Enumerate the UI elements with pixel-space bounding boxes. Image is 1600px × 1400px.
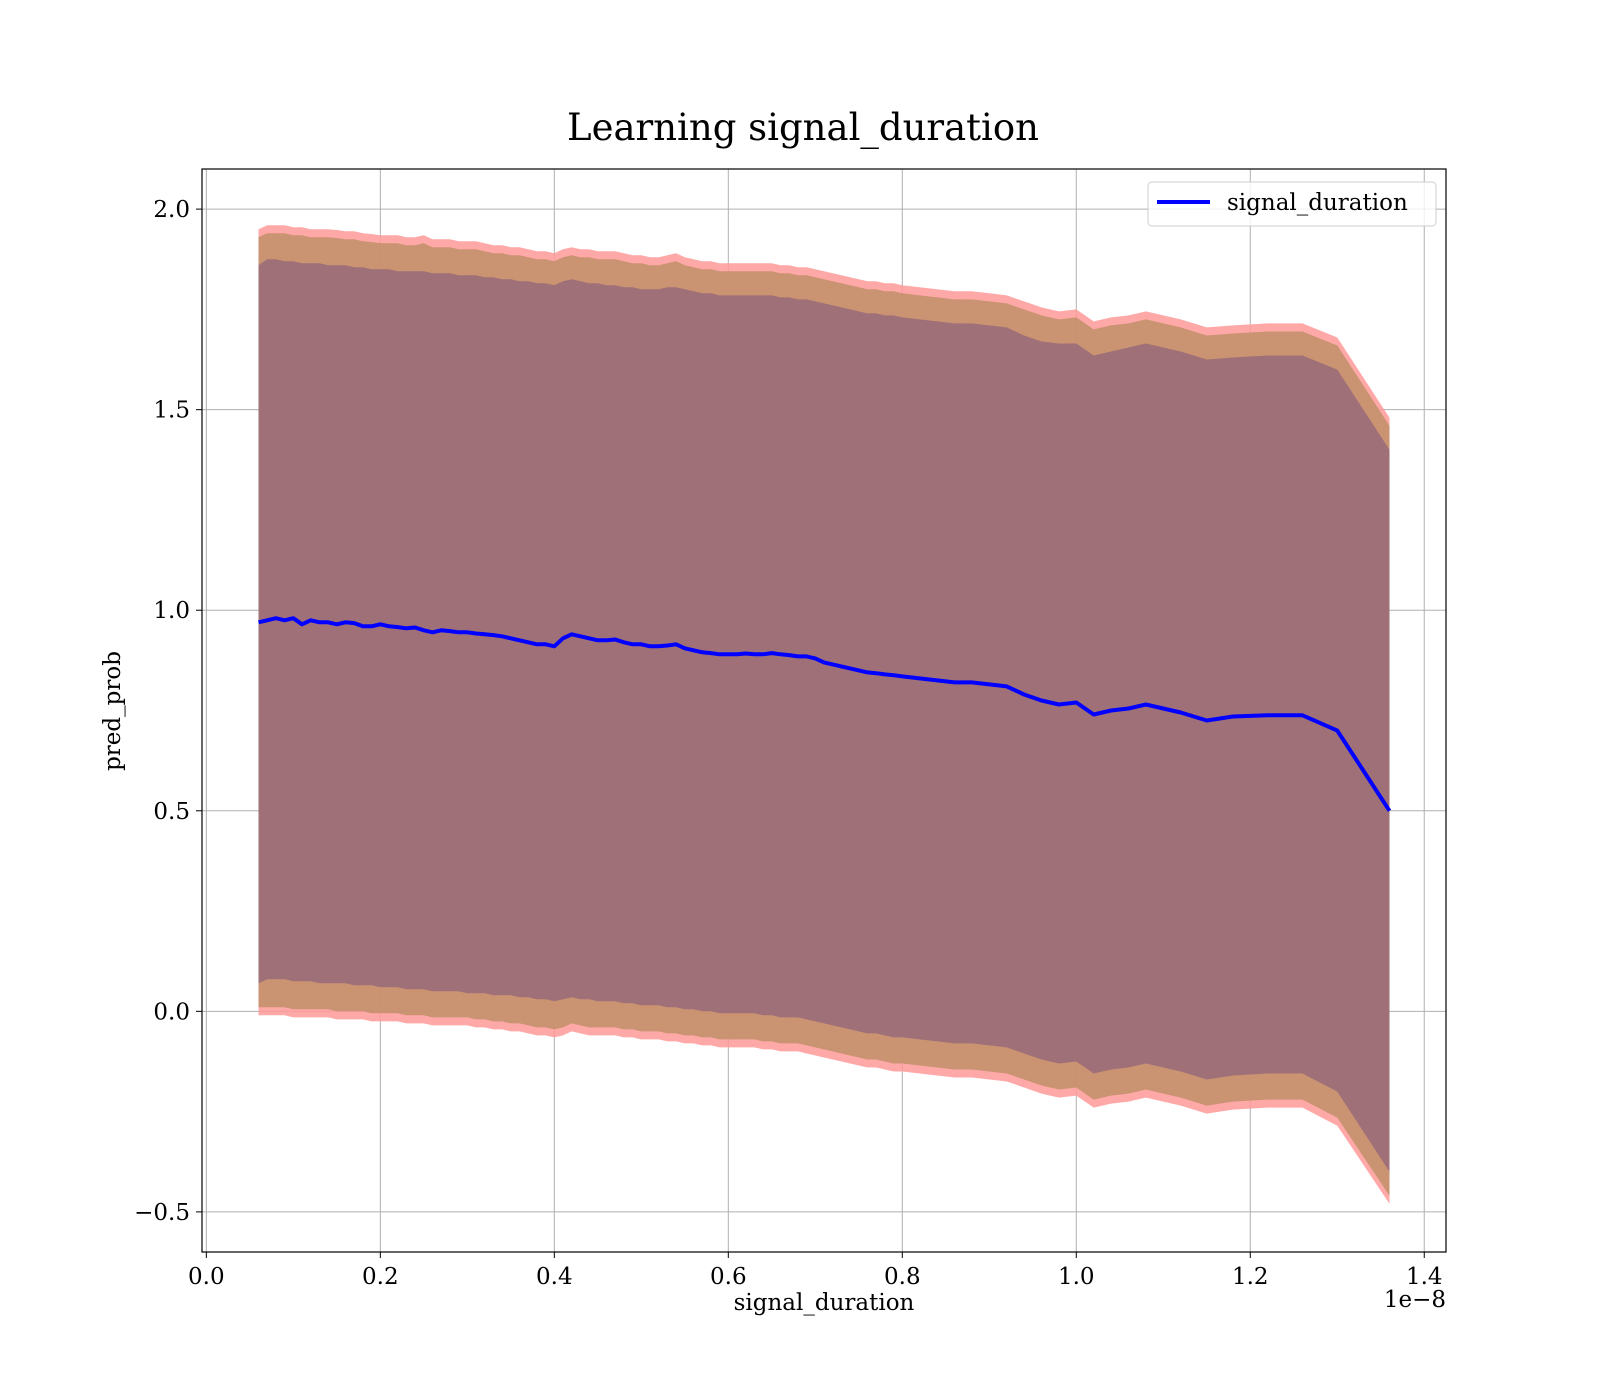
x-tick-label: 1.2 <box>1232 1264 1269 1290</box>
plot-area-frame <box>201 168 1447 1253</box>
y-tick-label: 0.0 <box>153 999 190 1025</box>
x-tick-label: 1.0 <box>1058 1264 1095 1290</box>
x-axis-label: signal_duration <box>734 1290 915 1316</box>
y-tick-label: 2.0 <box>153 197 190 223</box>
x-offset-label: 1e−8 <box>1384 1287 1446 1313</box>
x-axis-ticks: 0.0 0.2 0.4 0.6 0.8 1.0 1.2 1.4 <box>188 1252 1443 1290</box>
inner-band <box>258 259 1390 1172</box>
legend: signal_duration <box>1147 181 1437 227</box>
x-tick-label: 0.4 <box>536 1264 573 1290</box>
x-tick-label: 1.4 <box>1406 1264 1443 1290</box>
series-line-signal-duration <box>258 616 1392 812</box>
y-axis-ticks: −0.5 0.0 0.5 1.0 1.5 2.0 <box>134 197 202 1226</box>
y-axis-label: pred_prob <box>100 651 126 771</box>
legend-label: signal_duration <box>1227 190 1408 216</box>
y-tick-label: 1.0 <box>153 598 190 624</box>
y-tick-label: 1.5 <box>153 398 190 424</box>
y-tick-label: −0.5 <box>134 1200 190 1226</box>
legend-box <box>1147 181 1437 227</box>
x-tick-label: 0.6 <box>710 1264 747 1290</box>
x-tick-label: 0.8 <box>884 1264 921 1290</box>
y-tick-label: 0.5 <box>153 799 190 825</box>
x-tick-label: 0.0 <box>188 1264 225 1290</box>
x-tick-label: 0.2 <box>362 1264 399 1290</box>
chart-title: Learning signal_duration <box>567 106 1039 150</box>
